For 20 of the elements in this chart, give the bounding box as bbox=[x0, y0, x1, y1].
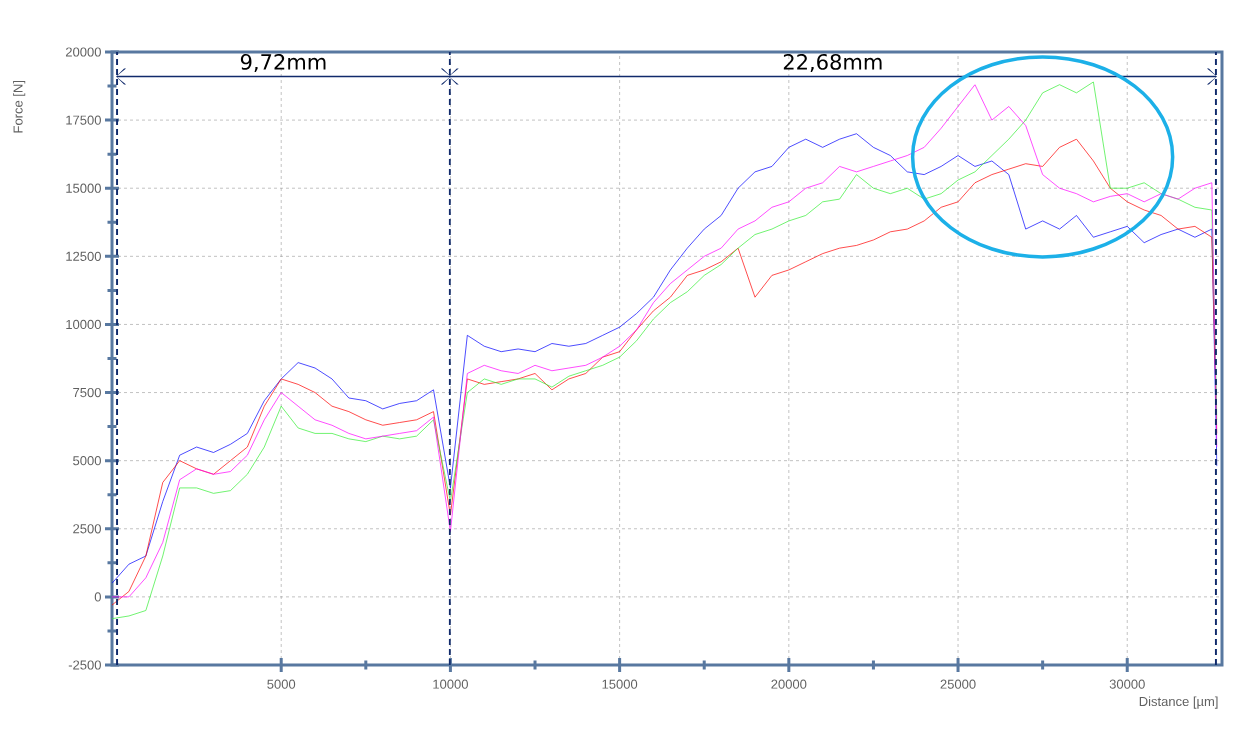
x-tick-label: 25000 bbox=[940, 679, 976, 689]
y-tick-label: 7500 bbox=[73, 387, 101, 398]
y-tick-label: 15000 bbox=[66, 183, 101, 193]
y-tick-label: 0 bbox=[94, 592, 101, 602]
x-tick-label: 10000 bbox=[433, 679, 468, 689]
y-tick-label: 20000 bbox=[65, 47, 101, 57]
y-tick-label: 5000 bbox=[73, 456, 101, 466]
annotation: 22,68mm bbox=[783, 53, 882, 72]
x-tick-label: 15000 bbox=[602, 679, 638, 689]
y-tick-label: 12500 bbox=[66, 251, 101, 261]
y-axis-title: Force [N] bbox=[13, 80, 26, 133]
annotation: 9,72mm bbox=[240, 53, 326, 72]
x-tick-label: 5000 bbox=[267, 679, 296, 689]
y-tick-label: 17500 bbox=[66, 115, 101, 125]
y-tick-label: -2500 bbox=[68, 660, 101, 670]
x-tick-label: 30000 bbox=[1109, 679, 1145, 689]
x-tick-label: 20000 bbox=[771, 679, 807, 689]
y-tick-label: 10000 bbox=[66, 319, 101, 330]
x-axis-title: Distance [µm] bbox=[1139, 696, 1218, 709]
y-tick-label: 2500 bbox=[73, 524, 101, 534]
